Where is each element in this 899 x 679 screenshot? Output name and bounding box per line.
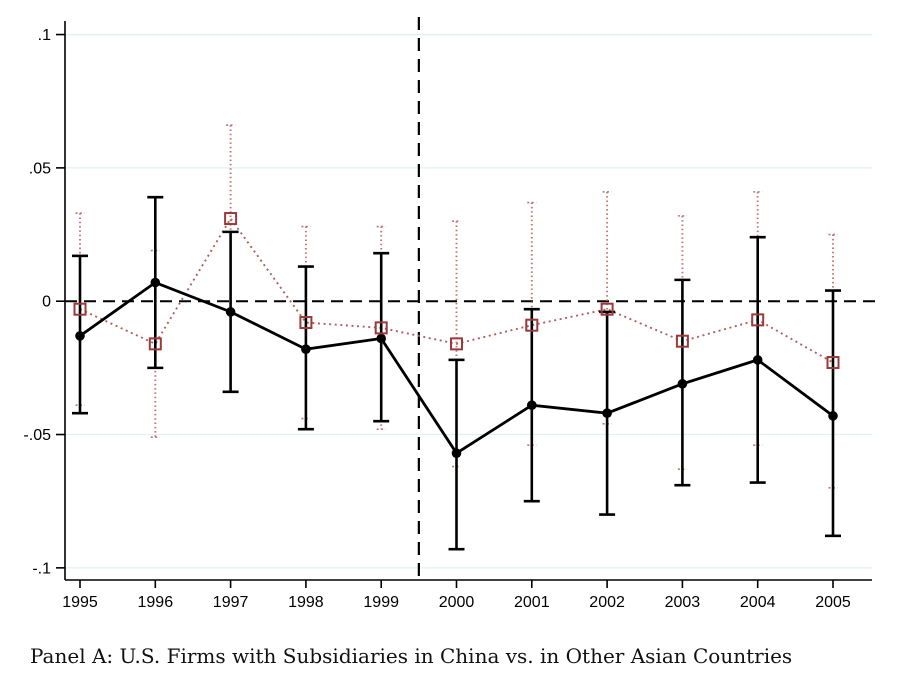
point-dotted-maroon-squares-2000 <box>450 337 463 351</box>
point-dotted-maroon-squares-2002 <box>600 302 614 316</box>
x-tick-label: 1995 <box>62 594 98 611</box>
y-tick-label: -.1 <box>32 560 51 577</box>
series-line-dotted-maroon-squares <box>79 216 834 364</box>
y-tick-label: -.05 <box>23 427 51 444</box>
point-solid-black-circles-1999 <box>376 333 387 344</box>
x-tick-label: 2001 <box>514 594 550 611</box>
point-dotted-maroon-squares-1998 <box>299 316 313 330</box>
point-solid-black-circles-2004 <box>752 355 763 365</box>
point-solid-black-circles-2002 <box>602 408 612 418</box>
point-solid-black-circles-2001 <box>527 400 537 410</box>
x-tick-label: 1998 <box>288 594 324 611</box>
point-solid-black-circles-1998 <box>301 344 311 354</box>
point-dotted-maroon-squares-1996 <box>148 337 162 351</box>
point-dotted-maroon-squares-1997 <box>224 212 238 226</box>
x-tick-label: 1997 <box>213 594 249 611</box>
x-tick-label: 2005 <box>815 594 851 611</box>
point-dotted-maroon-squares-2004 <box>751 313 765 327</box>
x-tick-label: 2000 <box>439 594 475 611</box>
point-solid-black-circles-1997 <box>225 307 236 317</box>
y-tick-label: 0 <box>42 294 51 311</box>
y-tick-label: .1 <box>38 27 51 44</box>
point-solid-black-circles-2003 <box>677 379 688 389</box>
x-tick-label: 2004 <box>740 594 776 611</box>
point-solid-black-circles-2000 <box>451 448 462 458</box>
point-solid-black-circles-2005 <box>828 411 838 421</box>
point-dotted-maroon-squares-2001 <box>525 318 539 332</box>
point-solid-black-circles-1996 <box>150 277 161 288</box>
point-dotted-maroon-squares-2005 <box>826 356 840 370</box>
y-tick-label: .05 <box>29 160 51 177</box>
x-tick-label: 1999 <box>363 594 399 611</box>
x-tick-label: 2003 <box>665 594 701 611</box>
point-solid-black-circles-1995 <box>75 331 85 341</box>
x-tick-label: 2002 <box>589 594 625 611</box>
point-dotted-maroon-squares-1999 <box>374 321 388 335</box>
x-tick-label: 1996 <box>138 594 174 611</box>
event-study-chart: .1 .05 0 -.05 -.1 1995 1996 1997 1998 1999 2000 200… <box>23 17 880 611</box>
panel-caption: Panel A: U.S. Firms with Subsidiaries in… <box>30 644 793 668</box>
point-dotted-maroon-squares-1995 <box>73 302 87 316</box>
point-dotted-maroon-squares-2003 <box>675 334 689 348</box>
